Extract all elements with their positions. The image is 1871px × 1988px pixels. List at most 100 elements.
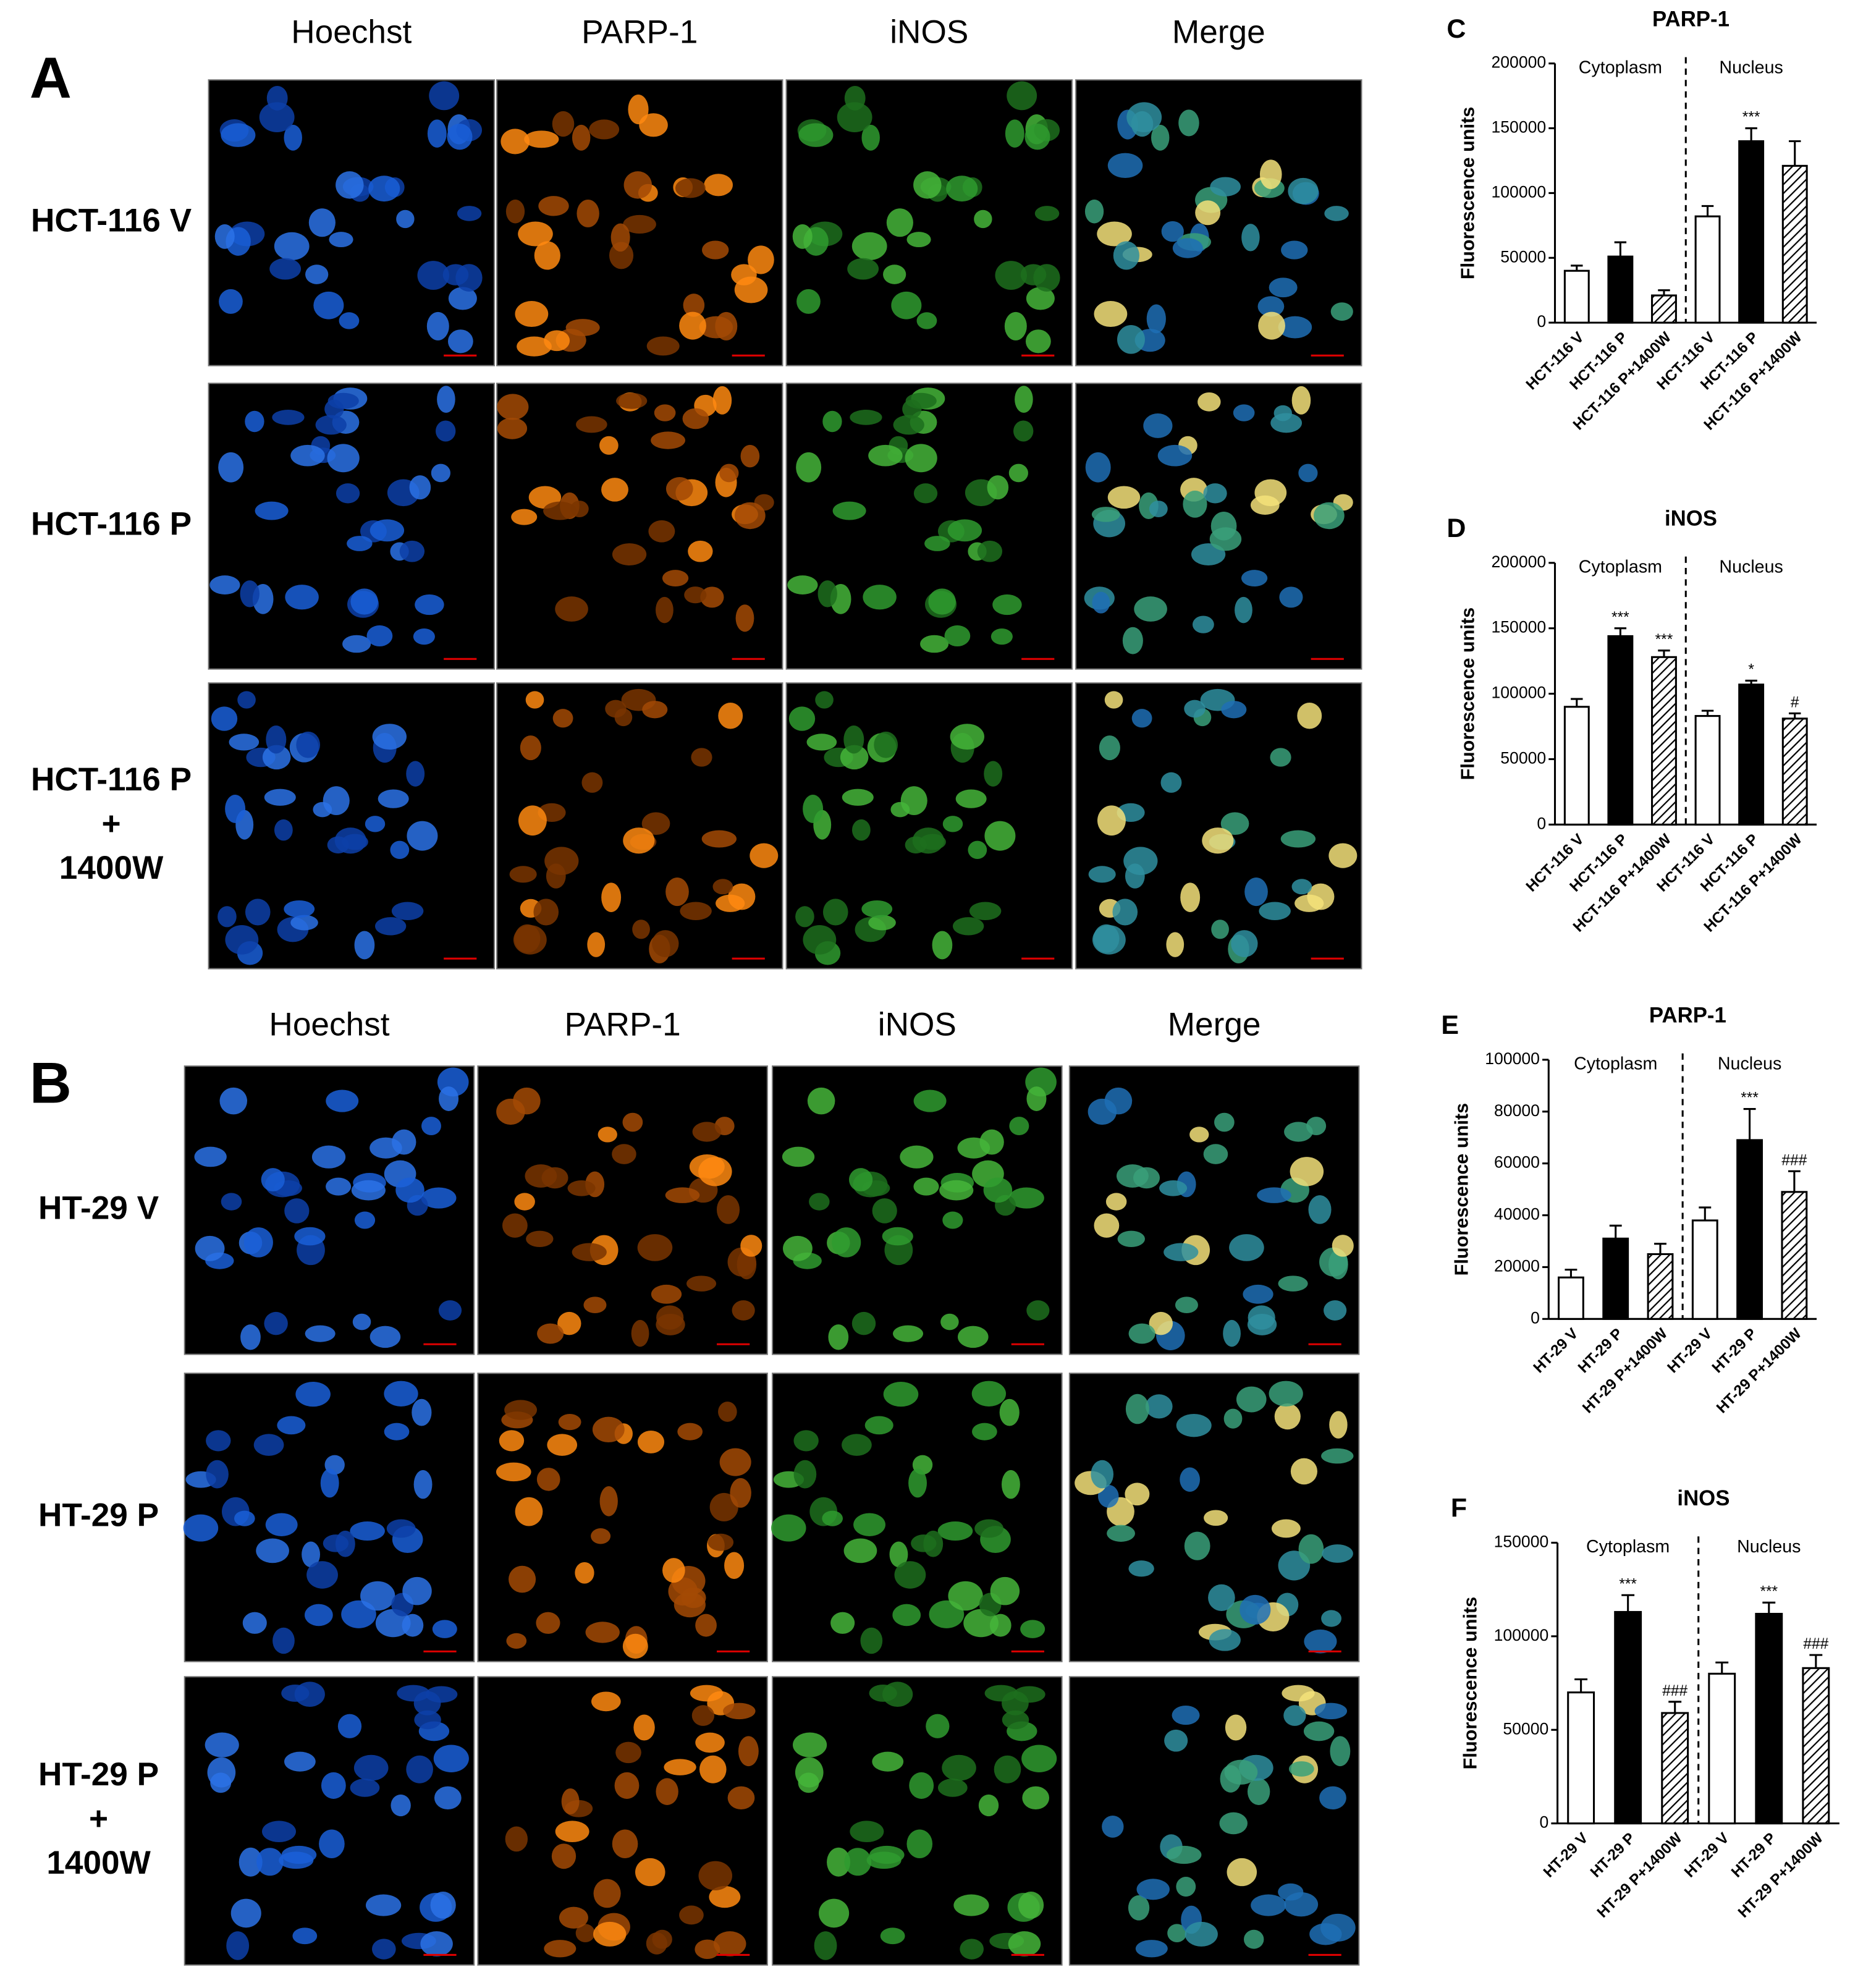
cell [406,761,425,787]
cell [793,1430,819,1452]
cell [1282,1685,1315,1702]
cell [1151,124,1170,151]
cell [847,258,879,280]
cell [905,444,937,473]
cell [622,1112,643,1132]
cell [803,795,824,823]
cell [315,415,347,435]
cell [1008,463,1028,483]
cell [1020,1620,1045,1638]
cell [567,1180,596,1196]
cell [243,1227,273,1258]
significance: *** [1611,609,1629,626]
cell [281,1845,317,1864]
column-header: iNOS [890,14,968,51]
bar [1738,683,1765,826]
cell [329,232,353,248]
cell [912,827,944,854]
cell [698,1861,733,1890]
cell [429,81,460,111]
cell [1332,1235,1354,1257]
cell [518,805,547,836]
error-bar [1701,205,1714,217]
bar [1563,269,1590,324]
cell [336,483,360,504]
cell [727,1786,755,1810]
cell [413,628,435,645]
panel-letter: B [30,1051,72,1115]
panel-letter: A [30,45,72,110]
cell [565,319,600,336]
cell [1125,1394,1149,1424]
cell [641,812,670,835]
cell [883,264,906,284]
cell [735,604,754,632]
cell [514,1193,535,1211]
cell [974,209,992,229]
cell [913,1177,939,1196]
cell [502,1213,528,1238]
cell [1025,329,1051,353]
cell [713,1931,746,1956]
cell [868,444,903,467]
cell [360,1581,395,1611]
cell [1288,1761,1314,1777]
error-bar [1571,698,1583,707]
cell [1015,386,1033,413]
error-bar [1654,1243,1666,1254]
cell [229,734,260,751]
cell [313,802,332,818]
cell [698,1157,732,1186]
cell [420,1931,453,1956]
error-bar [1789,140,1801,166]
bar [1694,215,1721,324]
cell [1291,386,1311,415]
cell [1270,748,1291,767]
cell [827,1847,851,1877]
cell [1298,463,1318,483]
cell [972,1423,997,1440]
cell [1099,735,1120,761]
y-axis-label: Fluorescence units [1450,1103,1472,1276]
cell [872,1198,897,1224]
cell [1135,1940,1168,1958]
y-tick-label: 80000 [1494,1101,1540,1120]
cell [1128,1560,1154,1577]
region-label: Nucleus [1737,1537,1801,1557]
cell [219,1087,248,1115]
bar [1607,255,1634,324]
bar [1661,1712,1689,1825]
error-bar [1658,649,1670,658]
cell [1160,772,1182,793]
cell [1290,1157,1324,1186]
cell [1175,1296,1198,1314]
cell [311,1145,346,1169]
cell [256,1848,284,1876]
cell [832,1227,861,1258]
bar [1781,717,1808,826]
cell [284,1751,316,1772]
cell [783,1235,813,1261]
cell [679,1905,704,1925]
cell [615,1741,641,1764]
cell [691,748,712,767]
cell [1172,238,1203,258]
cell [292,1927,318,1945]
cell [683,294,705,317]
region-label: Cytoplasm [1579,57,1662,77]
cell [552,111,575,137]
cell [350,1521,385,1541]
cell [1183,490,1207,518]
cell [399,540,425,562]
y-tick-label: 100000 [1491,683,1546,702]
cell [277,1416,306,1435]
cell [652,930,679,957]
bar [1694,715,1721,826]
cell [809,1193,830,1211]
cell [905,392,937,409]
cell [803,924,837,955]
error-bar [1743,1108,1756,1140]
cell [1113,241,1139,270]
cell [1269,277,1298,298]
cell [1167,1924,1187,1943]
